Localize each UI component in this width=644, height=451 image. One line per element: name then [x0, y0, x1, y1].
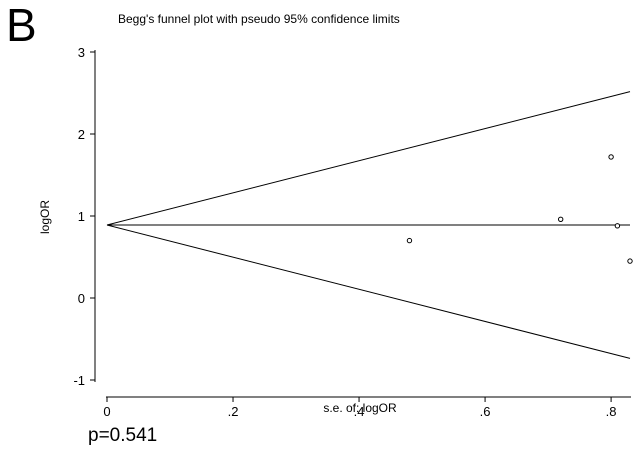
- y-axis-title: logOR: [38, 200, 52, 234]
- x-axis-title: s.e. of: logOR: [323, 401, 397, 415]
- y-tick-label: 0: [78, 291, 85, 306]
- x-tick-label: 0: [103, 404, 110, 419]
- y-tick-label: 3: [78, 45, 85, 60]
- study-point: [608, 154, 614, 160]
- upper-confidence-limit: [106, 91, 631, 226]
- data-points: [406, 154, 633, 264]
- chart-title: Begg's funnel plot with pseudo 95% confi…: [118, 12, 400, 26]
- study-point: [557, 216, 564, 222]
- study-point: [627, 258, 633, 264]
- x-tick-label: .8: [606, 404, 617, 419]
- panel-letter: B: [6, 0, 37, 51]
- y-tick-label: 1: [78, 209, 85, 224]
- study-point: [406, 237, 413, 244]
- x-tick-label: .4: [354, 404, 365, 419]
- ticks: -1 0 1 2 3 0 .2 .4 .6 .8: [73, 45, 616, 419]
- study-point: [614, 223, 621, 229]
- axes: [94, 50, 631, 398]
- lower-confidence-limit: [106, 224, 631, 359]
- y-tick-label: 2: [78, 127, 85, 142]
- x-tick-label: .6: [480, 404, 491, 419]
- p-value-label: p=0.541: [88, 425, 158, 446]
- funnel-lines: [106, 91, 631, 359]
- y-tick-label: -1: [73, 373, 85, 388]
- x-tick-label: .2: [228, 404, 239, 419]
